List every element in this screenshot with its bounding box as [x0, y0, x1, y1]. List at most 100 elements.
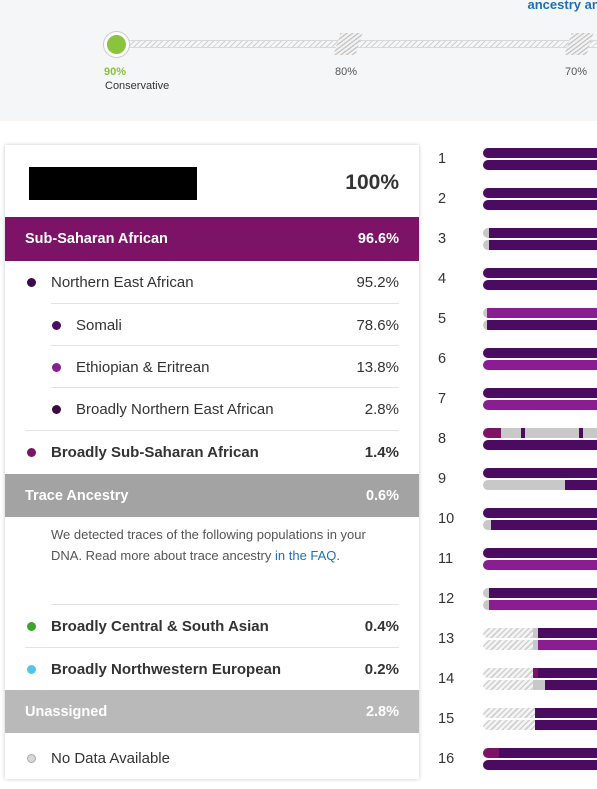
chromosome-number: 15	[438, 711, 455, 727]
ancestry-segment	[535, 708, 597, 718]
ancestry-segment	[483, 240, 489, 250]
row-label: No Data Available	[51, 749, 170, 767]
color-dot	[27, 664, 36, 674]
redacted-name	[29, 167, 197, 200]
trace-end: .	[336, 548, 341, 563]
chromosome-number: 13	[438, 631, 455, 647]
chromosome-strand[interactable]	[483, 520, 597, 530]
chromosome-strand[interactable]	[483, 428, 597, 438]
section-label: Sub-Saharan African	[25, 231, 168, 247]
ancestry-segment	[483, 680, 533, 690]
row-percent: 78.6%	[356, 316, 399, 334]
chromosome-strand[interactable]	[483, 360, 597, 370]
ancestry-segment	[483, 600, 489, 610]
section-percent: 96.6%	[357, 231, 399, 247]
faq-link[interactable]: in the FAQ	[275, 548, 337, 563]
chromosome-strand[interactable]	[483, 188, 597, 198]
ancestry-segment	[538, 640, 597, 650]
section-label: Trace Ancestry	[25, 487, 129, 504]
ancestry-segment	[483, 148, 597, 158]
row-broadly-central-south-asian[interactable]: Broadly Central & South Asian 0.4%	[5, 605, 419, 647]
ancestry-segment	[489, 240, 597, 250]
ancestry-segment	[487, 320, 597, 330]
level-label[interactable]: 90%	[104, 66, 127, 78]
row-label: Somali	[76, 316, 122, 334]
ancestry-segment	[565, 480, 597, 490]
chromosome-number: 14	[438, 671, 455, 687]
chromosome-strand[interactable]	[483, 228, 597, 238]
card-header: 100%	[5, 145, 419, 217]
slider-handle[interactable]	[104, 32, 129, 57]
row-broadly-northwestern-european[interactable]: Broadly Northwestern European 0.2%	[5, 648, 419, 690]
chromosome-strand[interactable]	[483, 400, 597, 410]
section-percent: 0.6%	[365, 487, 399, 504]
chromosome-strand[interactable]	[483, 240, 597, 250]
chromosome-strand[interactable]	[483, 548, 597, 558]
slider-track[interactable]	[128, 40, 597, 48]
chromosome-strand[interactable]	[483, 348, 597, 358]
section-percent: 2.8%	[365, 703, 399, 720]
chromosome-strand[interactable]	[483, 200, 597, 210]
section-sub-saharan-african[interactable]: Sub-Saharan African 96.6%	[5, 217, 419, 261]
chromosome-strand[interactable]	[483, 508, 597, 518]
ancestry-segment	[483, 480, 565, 490]
chromosome-number: 5	[438, 311, 447, 327]
chromosome-strand[interactable]	[483, 440, 597, 450]
ancestry-segment	[483, 708, 535, 718]
row-no-data-available: No Data Available	[5, 737, 419, 779]
row-northern-east-african[interactable]: Northern East African 95.2%	[5, 261, 419, 303]
slider-notch	[333, 33, 363, 55]
section-unassigned[interactable]: Unassigned 2.8%	[5, 690, 419, 733]
ancestry-segment	[501, 428, 521, 438]
chromosome-strand[interactable]	[483, 388, 597, 398]
chromosome-strand[interactable]	[483, 640, 597, 650]
divider	[51, 604, 399, 605]
row-broadly-sub-saharan-african[interactable]: Broadly Sub-Saharan African 1.4%	[5, 431, 419, 473]
ancestry-link[interactable]: ancestry ana	[527, 0, 597, 12]
color-dot	[52, 404, 61, 414]
level-label[interactable]: 80%	[335, 66, 358, 78]
divider	[25, 647, 399, 648]
chromosome-strand[interactable]	[483, 588, 597, 598]
ancestry-segment	[483, 400, 597, 410]
chromosome-strand[interactable]	[483, 308, 597, 318]
chromosome-strand[interactable]	[483, 560, 597, 570]
chromosome-strand[interactable]	[483, 748, 597, 758]
chromosome-strand[interactable]	[483, 680, 597, 690]
ancestry-segment	[538, 668, 597, 678]
section-trace-ancestry[interactable]: Trace Ancestry 0.6%	[5, 474, 419, 517]
chromosome-strand[interactable]	[483, 320, 597, 330]
ancestry-segment	[483, 548, 597, 558]
level-label[interactable]: 70%	[565, 66, 588, 78]
chromosome-strand[interactable]	[483, 280, 597, 290]
chromosome-number: 16	[438, 751, 455, 767]
chromosome-number: 11	[438, 551, 454, 567]
divider	[25, 430, 399, 431]
total-percent: 100%	[345, 171, 399, 194]
chromosome-strand[interactable]	[483, 708, 597, 718]
chromosome-strand[interactable]	[483, 480, 597, 490]
chromosome-strand[interactable]	[483, 720, 597, 730]
chromosome-strand[interactable]	[483, 160, 597, 170]
chromosome-strand[interactable]	[483, 628, 597, 638]
ancestry-segment	[483, 720, 535, 730]
row-somali[interactable]: Somali 78.6%	[5, 304, 419, 346]
chromosome-strand[interactable]	[483, 148, 597, 158]
row-ethiopian-eritrean[interactable]: Ethiopian & Eritrean 13.8%	[5, 346, 419, 388]
row-label: Northern East African	[51, 273, 194, 291]
chromosome-strand[interactable]	[483, 600, 597, 610]
ancestry-segment	[489, 228, 597, 238]
chromosome-strand[interactable]	[483, 760, 597, 770]
ancestry-segment	[483, 200, 597, 210]
ancestry-segment	[483, 188, 597, 198]
ancestry-segment	[533, 680, 545, 690]
trace-text: We detected traces of the following popu…	[51, 527, 366, 563]
row-percent: 95.2%	[356, 273, 399, 291]
chromosome-strand[interactable]	[483, 668, 597, 678]
ancestry-segment	[483, 628, 533, 638]
ancestry-segment	[483, 308, 487, 318]
chromosome-strand[interactable]	[483, 268, 597, 278]
row-broadly-northern-east-african[interactable]: Broadly Northern East African 2.8%	[5, 388, 419, 430]
ancestry-segment	[483, 668, 533, 678]
chromosome-strand[interactable]	[483, 468, 597, 478]
